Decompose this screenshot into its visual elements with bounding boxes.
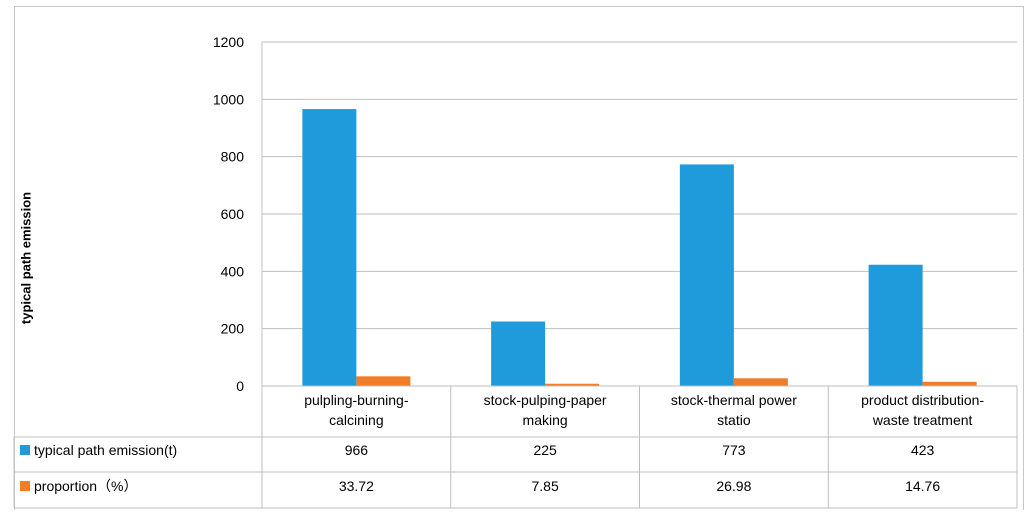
x-category-label: stock-pulping-paper bbox=[484, 392, 607, 408]
bar-proportion bbox=[356, 376, 411, 386]
data-label: 773 bbox=[722, 442, 746, 458]
legend-key bbox=[20, 445, 30, 455]
y-tick-label: 0 bbox=[236, 378, 244, 394]
data-label: 225 bbox=[533, 442, 557, 458]
bar-proportion bbox=[922, 381, 977, 386]
chart-frame bbox=[14, 6, 1024, 510]
y-tick-label: 1000 bbox=[213, 91, 244, 107]
y-tick-label: 200 bbox=[221, 321, 245, 337]
x-category-label: stock-thermal power bbox=[671, 392, 797, 408]
data-label: 26.98 bbox=[716, 478, 751, 494]
y-tick-label: 400 bbox=[221, 263, 245, 279]
x-category-label: product distribution- bbox=[861, 392, 984, 408]
legend-label: typical path emission(t) bbox=[34, 442, 177, 458]
data-label: 423 bbox=[911, 442, 935, 458]
bar-proportion bbox=[545, 383, 600, 386]
y-tick-label: 600 bbox=[221, 206, 245, 222]
x-category-label: statio bbox=[717, 412, 751, 428]
bar-emission bbox=[491, 321, 546, 386]
x-category-label: pulpling-burning- bbox=[304, 392, 409, 408]
bar-emission bbox=[868, 264, 923, 386]
x-category-label: calcining bbox=[329, 412, 383, 428]
bar-proportion bbox=[733, 378, 788, 386]
x-category-label: making bbox=[523, 412, 568, 428]
legend-label: proportion（%） bbox=[34, 478, 138, 494]
bar-emission bbox=[679, 164, 734, 386]
y-tick-label: 800 bbox=[221, 149, 245, 165]
legend-key bbox=[20, 481, 30, 491]
data-label: 7.85 bbox=[532, 478, 559, 494]
bar-emission bbox=[302, 109, 357, 386]
x-category-label: waste treatment bbox=[872, 412, 973, 428]
data-label: 966 bbox=[345, 442, 369, 458]
y-tick-label: 1200 bbox=[213, 34, 244, 50]
data-label: 14.76 bbox=[905, 478, 940, 494]
data-label: 33.72 bbox=[339, 478, 374, 494]
